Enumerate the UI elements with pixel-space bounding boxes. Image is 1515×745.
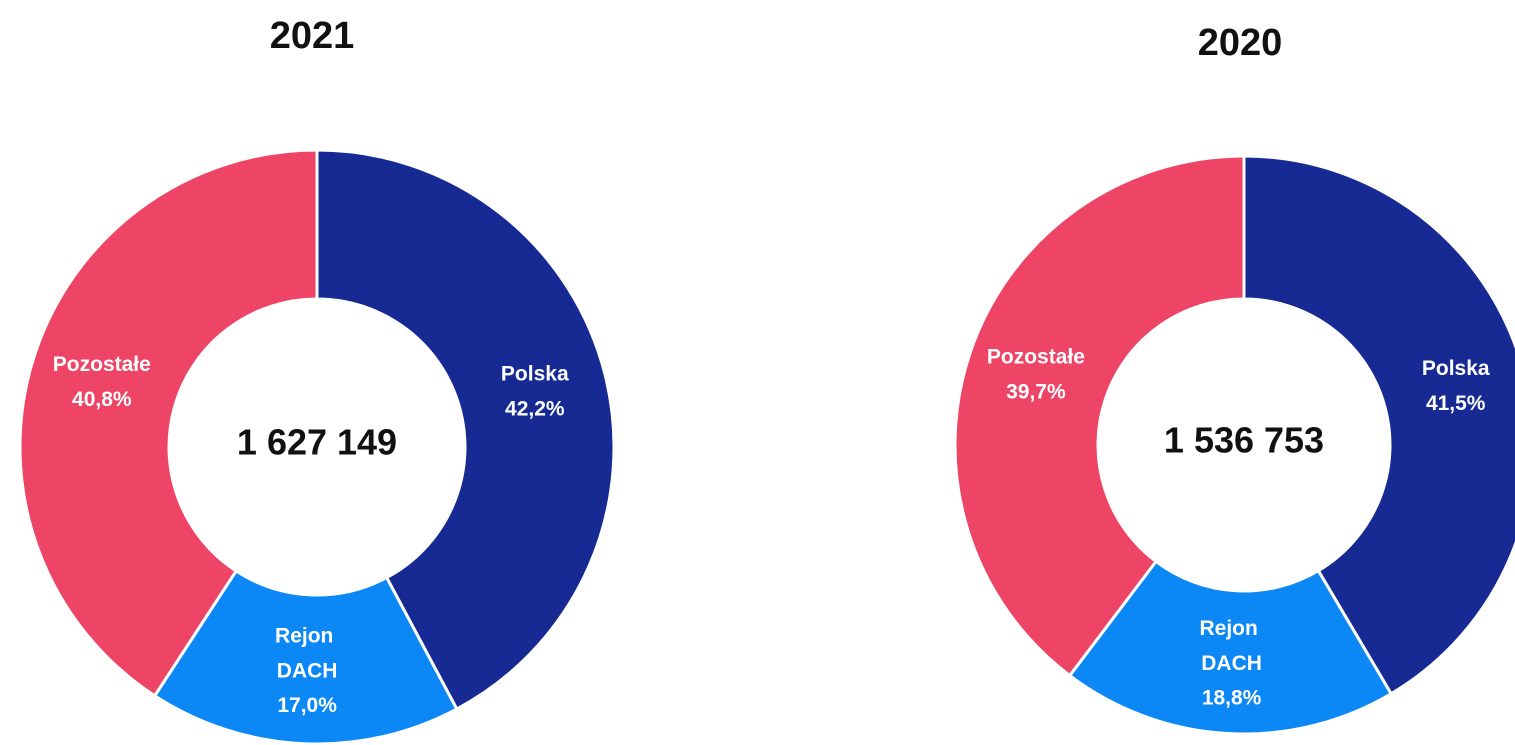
slice-label: Polska [1422,357,1490,380]
chart-title: 2020 [1198,22,1283,64]
donut-slice [1067,559,1394,736]
donut-slice [315,148,616,712]
slice-value-label: 41,5% [1426,392,1486,415]
slice-label: Pozostałe [987,345,1085,368]
donut-slice [953,154,1246,678]
donut-slice [152,568,459,745]
donut-slice [1242,154,1515,696]
slice-value-label: 40,8% [72,388,132,411]
donut-slice [18,148,319,698]
slice-value-label: 17,0% [277,694,337,717]
center-total: 1 536 753 [1164,420,1324,461]
slice-label: Rejon DACH [1200,617,1264,675]
chart-title: 2021 [270,15,355,57]
slice-label: Rejon DACH [275,624,339,682]
center-total: 1 627 149 [237,422,397,463]
slice-value-label: 39,7% [1006,380,1066,403]
slice-label: Polska [501,363,569,386]
slice-value-label: 42,2% [505,398,565,421]
slice-label: Pozostałe [53,353,151,376]
slice-value-label: 18,8% [1202,687,1262,710]
